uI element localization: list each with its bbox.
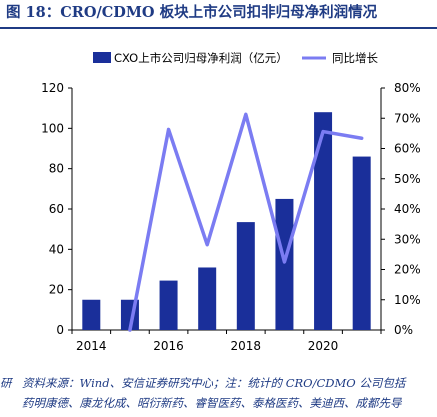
- bar-2017: [198, 267, 217, 330]
- x-tick-label: 2016: [153, 339, 184, 353]
- axes: [68, 87, 385, 334]
- right-tick-label: 20%: [394, 263, 421, 277]
- left-tick-label: 100: [41, 121, 64, 135]
- left-tick-label: 40: [49, 242, 64, 256]
- x-tick-label: 2020: [308, 339, 339, 353]
- right-tick-label: 60%: [394, 142, 421, 156]
- bar-2021: [352, 156, 371, 330]
- legend: CXO上市公司归母净利润（亿元） 同比增长: [93, 51, 378, 65]
- right-tick-label: 10%: [394, 293, 421, 307]
- right-tick-label: 80%: [394, 81, 421, 95]
- left-tick-label: 80: [49, 162, 64, 176]
- left-tick-label: 20: [49, 283, 64, 297]
- chart: CXO上市公司归母净利润（亿元） 同比增长 0 20 40 60 80 100 120 0% 10…: [41, 51, 421, 353]
- right-tick-label: 50%: [394, 172, 421, 186]
- source-line-1: 研资料来源：Wind、安信证券研究中心；注：统计的 CRO/CDMO 公司包括: [0, 373, 437, 393]
- source-note: 研资料来源：Wind、安信证券研究中心；注：统计的 CRO/CDMO 公司包括 …: [0, 373, 437, 417]
- legend-bar-label: CXO上市公司归母净利润（亿元）: [114, 51, 288, 65]
- right-tick-label: 70%: [394, 111, 421, 125]
- bar-2016: [159, 280, 178, 330]
- left-tick-label: 60: [49, 202, 64, 216]
- bar-2020: [314, 112, 333, 330]
- left-tick-label: 120: [41, 81, 64, 95]
- left-tick-label: 0: [56, 323, 64, 337]
- right-tick-label: 40%: [394, 202, 421, 216]
- x-tick-label: 2014: [76, 339, 107, 353]
- title-rule: [0, 27, 437, 29]
- right-tick-label: 0%: [394, 323, 413, 337]
- source-lead: 研: [0, 376, 12, 390]
- bar-series: [82, 112, 371, 330]
- bar-2018: [236, 222, 255, 330]
- right-tick-label: 30%: [394, 232, 421, 246]
- source-line-2: 药明康德、康龙化成、昭衍新药、睿智医药、泰格医药、美迪西、成都先导: [22, 396, 402, 410]
- figure-title: 图 18：CRO/CDMO 板块上市公司扣非归母净利润情况: [6, 4, 378, 21]
- growth-line-series: [128, 112, 364, 332]
- tick-labels: 0 20 40 60 80 100 120 0% 10% 20% 30% 40% 50% 60% 70% 80…: [41, 81, 421, 353]
- x-tick-label: 2018: [231, 339, 262, 353]
- legend-bar-swatch: [93, 52, 111, 63]
- legend-line-label: 同比增长: [332, 51, 378, 65]
- bar-2014: [82, 299, 101, 330]
- bar-2019: [275, 198, 294, 330]
